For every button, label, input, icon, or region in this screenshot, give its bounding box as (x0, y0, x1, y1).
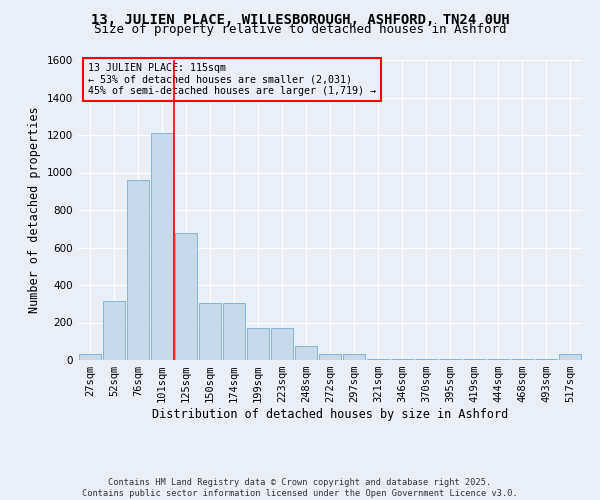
Bar (415, 359, 437, 360)
Bar (439, 359, 461, 360)
Bar (223, 303, 245, 360)
Bar (151, 133, 173, 360)
Bar (79, 354, 101, 360)
Bar (535, 359, 557, 360)
Bar (511, 359, 533, 360)
Bar (247, 328, 269, 360)
Bar (343, 354, 365, 360)
Bar (103, 301, 125, 360)
Bar (295, 346, 317, 360)
Y-axis label: Number of detached properties: Number of detached properties (28, 106, 41, 314)
Bar (367, 359, 389, 360)
Text: 13 JULIEN PLACE: 115sqm
← 53% of detached houses are smaller (2,031)
45% of semi: 13 JULIEN PLACE: 115sqm ← 53% of detache… (88, 63, 376, 96)
Bar (559, 354, 581, 360)
Text: Size of property relative to detached houses in Ashford: Size of property relative to detached ho… (94, 22, 506, 36)
X-axis label: Distribution of detached houses by size in Ashford: Distribution of detached houses by size … (152, 408, 508, 421)
Bar (319, 354, 341, 360)
Bar (271, 328, 293, 360)
Text: Contains HM Land Registry data © Crown copyright and database right 2025.
Contai: Contains HM Land Registry data © Crown c… (82, 478, 518, 498)
Bar (391, 359, 413, 360)
Bar (127, 180, 149, 360)
Bar (175, 232, 197, 360)
Bar (463, 359, 485, 360)
Bar (487, 359, 509, 360)
Text: 13, JULIEN PLACE, WILLESBOROUGH, ASHFORD, TN24 0UH: 13, JULIEN PLACE, WILLESBOROUGH, ASHFORD… (91, 12, 509, 26)
Bar (199, 303, 221, 360)
